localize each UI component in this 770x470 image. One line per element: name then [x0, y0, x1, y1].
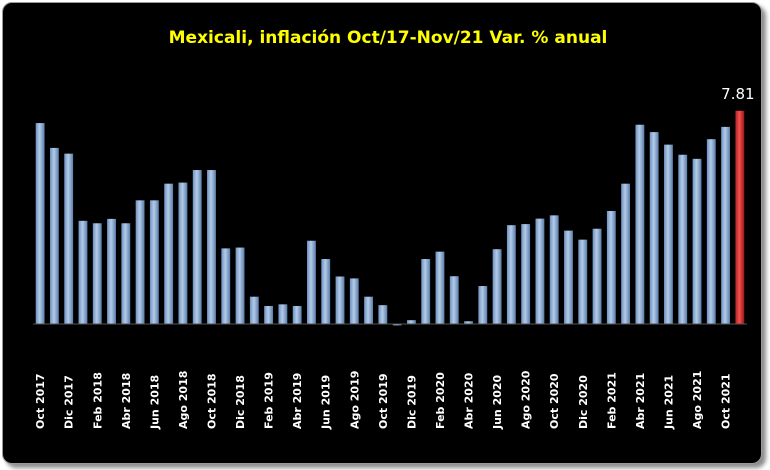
bar	[492, 249, 502, 324]
bar	[207, 170, 216, 324]
bar	[321, 259, 331, 324]
bar	[692, 158, 702, 324]
x-tick-label: Jun 2018	[148, 375, 161, 430]
x-tick-label: Abr 2019	[291, 373, 304, 429]
bar	[278, 304, 288, 324]
x-tick-label: Dic 2020	[577, 375, 590, 429]
bar	[449, 276, 459, 324]
x-tick-label: Dic 2017	[63, 375, 76, 429]
x-tick-label: Oct 2017	[34, 373, 47, 429]
bar	[649, 132, 659, 324]
bar	[92, 223, 102, 324]
bar	[249, 296, 259, 324]
bar	[592, 228, 602, 324]
x-tick-label: Ago 2020	[520, 370, 533, 429]
bar	[706, 139, 716, 324]
x-tick-label: Jun 2020	[491, 374, 504, 430]
x-tick-label: Jun 2021	[662, 375, 675, 430]
bar	[364, 296, 373, 324]
bar	[107, 218, 116, 324]
x-tick-label: Dic 2018	[234, 375, 247, 429]
bar	[178, 182, 188, 324]
bar	[464, 321, 473, 324]
bar	[221, 248, 231, 324]
bar	[307, 240, 316, 324]
chart-title: Mexicali, inflación Oct/17-Nov/21 Var. %…	[169, 28, 608, 48]
x-tick-label: Oct 2021	[720, 373, 733, 429]
bar	[64, 153, 74, 324]
bar	[264, 305, 274, 324]
bar	[606, 210, 616, 324]
x-tick-label: Abr 2021	[634, 373, 647, 429]
x-tick-labels: Oct 2017 Dic 2017 Feb 2018 Abr 2018 Jun 2018…	[34, 370, 732, 430]
bar	[49, 147, 59, 324]
bar	[192, 170, 202, 324]
bars-group	[35, 110, 745, 326]
bar	[549, 215, 559, 324]
bar	[35, 123, 45, 324]
bar	[421, 259, 431, 324]
x-tick-label: Ago 2018	[177, 371, 190, 429]
bar	[564, 230, 573, 324]
x-tick-label: Feb 2021	[605, 372, 618, 429]
bar	[521, 224, 531, 324]
x-tick-label: Abr 2018	[120, 373, 133, 429]
bar	[678, 154, 688, 324]
inflation-bar-chart: Mexicali, inflación Oct/17-Nov/21 Var. %…	[33, 28, 755, 430]
bar	[578, 239, 588, 324]
bar	[721, 126, 730, 324]
bar	[478, 286, 488, 324]
bar	[349, 278, 359, 324]
x-tick-label: Feb 2018	[91, 372, 104, 429]
bar	[535, 218, 545, 324]
bar	[164, 183, 174, 324]
bar	[664, 144, 673, 324]
x-tick-label: Oct 2019	[377, 373, 390, 429]
bar	[335, 276, 345, 324]
x-tick-label: Oct 2020	[548, 373, 561, 429]
bar	[635, 124, 645, 325]
bar	[235, 247, 245, 324]
x-tick-label: Ago 2021	[691, 371, 704, 429]
bar	[621, 183, 631, 324]
highlight-value-label: 7.81	[721, 85, 754, 103]
bar	[392, 324, 402, 326]
bar	[149, 200, 159, 324]
x-tick-label: Feb 2020	[434, 372, 447, 429]
bar	[135, 200, 145, 324]
bar	[435, 251, 445, 324]
x-tick-label: Ago 2019	[348, 371, 361, 429]
bar	[121, 223, 131, 324]
x-tick-label: Dic 2019	[405, 375, 418, 429]
bar	[292, 305, 302, 324]
bar	[78, 220, 88, 324]
bar	[378, 305, 388, 324]
x-tick-label: Jun 2019	[320, 375, 333, 430]
chart-frame: Mexicali, inflación Oct/17-Nov/21 Var. %…	[2, 2, 762, 464]
x-tick-label: Abr 2020	[463, 372, 476, 429]
bar	[406, 320, 416, 324]
bar	[506, 225, 516, 324]
bar-highlight	[735, 110, 745, 324]
x-tick-label: Feb 2019	[263, 372, 276, 429]
x-tick-label: Oct 2018	[206, 373, 219, 429]
